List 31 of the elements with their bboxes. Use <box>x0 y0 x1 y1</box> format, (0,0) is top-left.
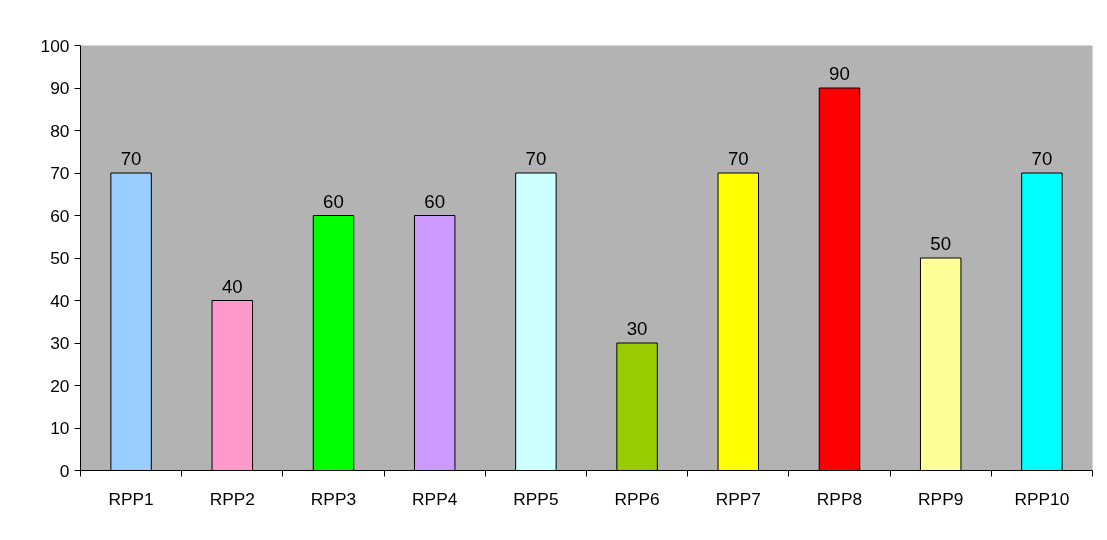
y-tick-label: 70 <box>50 163 70 183</box>
data-label: 70 <box>727 148 749 169</box>
data-label: 90 <box>829 63 850 84</box>
data-label: 40 <box>221 275 243 297</box>
data-label: 70 <box>1031 148 1053 169</box>
y-tick-label: 40 <box>50 290 70 311</box>
y-tick-label: 20 <box>50 375 70 396</box>
x-tick-label: RPP5 <box>513 488 559 509</box>
y-tick-label: 100 <box>40 35 70 56</box>
y-tick-label: 0 <box>59 460 70 481</box>
y-tick-label: 90 <box>50 78 70 98</box>
data-label: 60 <box>424 190 446 212</box>
data-label: 30 <box>626 318 648 339</box>
y-tick-label: 60 <box>50 205 70 226</box>
x-tick-label: RPP7 <box>715 488 761 509</box>
x-tick-label: RPP10 <box>1014 488 1070 509</box>
data-label: 70 <box>120 148 142 169</box>
x-tick-label: RPP1 <box>108 488 154 509</box>
y-tick-label: 30 <box>50 333 70 353</box>
x-tick-label: RPP9 <box>918 488 964 509</box>
x-tick-label: RPP2 <box>209 488 255 509</box>
x-tick-label: RPP4 <box>412 488 458 509</box>
y-tick-label: 10 <box>50 418 70 438</box>
x-tick-label: RPP8 <box>816 488 863 509</box>
data-label: 60 <box>323 190 344 212</box>
data-label: 70 <box>525 148 547 169</box>
x-tick-label: RPP6 <box>614 488 660 509</box>
y-tick-label: 50 <box>50 248 70 268</box>
y-tick-label: 80 <box>50 120 70 141</box>
x-tick-label: RPP3 <box>310 488 357 509</box>
data-label: 50 <box>930 233 952 254</box>
